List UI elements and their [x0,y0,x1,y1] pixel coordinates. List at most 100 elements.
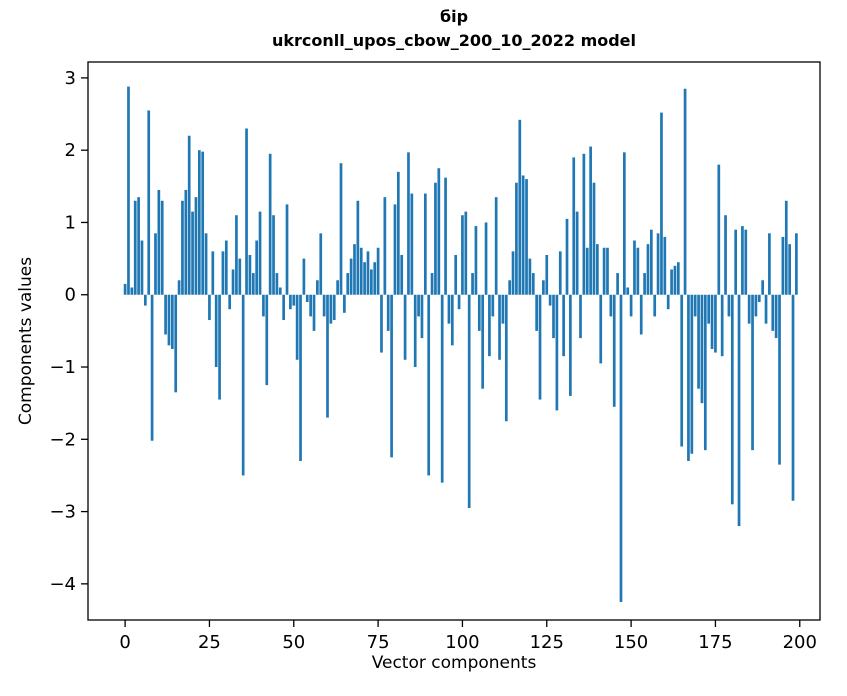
bar [494,197,498,295]
bar [565,218,569,295]
bar [778,294,781,465]
bar [602,247,606,295]
bar [606,247,609,295]
bar [140,240,144,295]
bar [299,294,302,461]
bar [649,229,653,295]
bar [309,294,312,317]
bar [572,157,576,295]
bar [616,273,619,295]
bar [454,254,458,295]
bar [730,294,734,505]
bar [427,294,431,476]
bar [380,294,383,353]
bar [343,294,346,313]
bar [481,294,485,389]
bar [164,294,167,335]
chart-title: бір [439,7,469,26]
y-tick-label: 2 [65,140,76,161]
bar [538,294,542,400]
bar [285,204,289,295]
bar [417,294,420,317]
y-tick-label: 0 [65,285,76,306]
bar [339,163,343,295]
bar [332,294,336,321]
bar [204,233,208,295]
bar [653,294,657,317]
bar [282,294,285,321]
bar [771,294,775,331]
bar [336,280,339,295]
bar [727,294,731,317]
bar [569,294,572,396]
bar [666,294,670,310]
bar [545,254,549,295]
bar [133,200,137,295]
bar [444,177,447,295]
bar [201,151,205,295]
y-tick-label: −3 [49,502,76,523]
bar [423,193,427,295]
bar [491,294,495,317]
bar [511,251,515,295]
bar [707,294,711,324]
bar [555,294,559,411]
bar [612,294,616,407]
bar [697,294,700,389]
bar [413,294,417,368]
bar [272,215,275,295]
bar [457,294,461,310]
chart-subtitle: ukrconll_upos_cbow_200_10_2022 model [271,31,637,50]
bar [582,153,586,295]
bar [356,200,360,295]
bar [585,247,589,295]
bar [683,88,687,295]
bar [673,265,677,295]
bar [295,294,299,360]
bar [218,294,221,400]
bar [693,294,697,317]
bar [717,164,721,295]
bar [710,294,714,349]
bar [504,294,508,422]
bar [461,215,464,295]
x-tick-label: 200 [783,632,817,653]
bar [774,294,778,339]
bar [346,273,350,295]
bar [197,150,201,295]
bar [690,294,694,454]
bar [302,258,306,295]
bar [245,128,248,295]
bar [629,294,633,317]
bar [255,240,259,295]
y-tick-label: −4 [49,574,76,595]
bar [515,182,518,295]
bar [154,233,157,295]
bar [498,294,501,360]
bar [123,283,127,295]
bar [130,287,134,295]
x-tick-label: 0 [119,632,130,653]
bar [589,146,592,295]
bar [531,273,535,295]
bar [619,294,623,602]
bar [626,287,630,295]
bar [450,294,454,346]
bar [737,294,741,527]
bar [440,294,444,483]
bar [177,280,181,295]
axes-border [87,61,821,621]
bar [430,273,434,295]
bar [366,251,370,295]
bar [754,294,758,317]
bar [150,294,154,441]
bar [312,294,316,331]
bar [390,294,393,458]
bar [751,294,754,451]
bar [373,262,377,295]
bar [788,244,791,295]
bar [646,244,650,295]
bar [552,294,555,339]
bar [687,294,690,461]
bar [386,294,390,331]
